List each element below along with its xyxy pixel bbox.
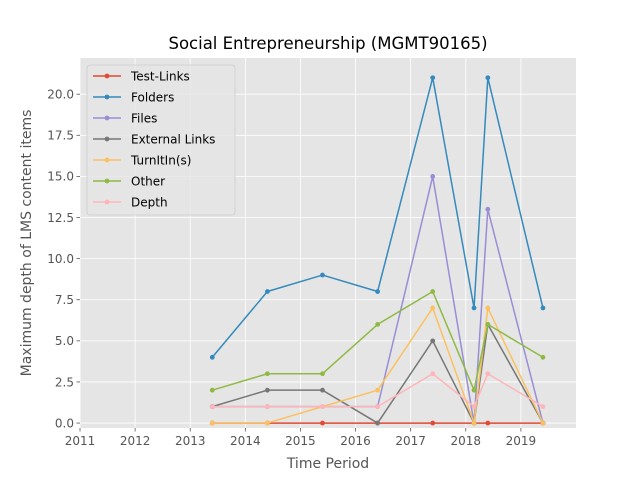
- legend-marker: [104, 115, 110, 121]
- x-tick-label: 2013: [175, 434, 206, 448]
- data-point: [264, 289, 270, 294]
- data-point: [430, 420, 436, 426]
- data-point: [471, 387, 477, 393]
- series-other: [209, 289, 546, 393]
- legend-label: Test-Links: [130, 69, 190, 83]
- series-line: [212, 307, 544, 424]
- legend-item: Test-Links: [93, 69, 190, 83]
- legend-label: Other: [131, 174, 165, 188]
- data-point: [540, 354, 546, 360]
- data-point: [375, 289, 380, 294]
- y-axis-title: Maximum depth of LMS content items: [19, 110, 35, 377]
- data-point: [485, 305, 491, 311]
- data-point: [471, 305, 477, 311]
- series-folders: [209, 75, 546, 360]
- data-point: [320, 272, 325, 278]
- y-tick-label: 7.5: [55, 293, 74, 307]
- x-tick-label: 2018: [451, 434, 482, 448]
- legend-item: Depth: [93, 195, 168, 209]
- grid-lines: [79, 58, 576, 428]
- x-axis-ticks: 2011 2012 2013 2014 2015 2016 2017 2018 2019: [65, 428, 536, 448]
- series-lines: [209, 75, 546, 426]
- data-point: [430, 174, 436, 179]
- data-point: [375, 404, 380, 410]
- data-point: [264, 371, 270, 377]
- legend-item: Other: [93, 174, 165, 188]
- data-point: [264, 404, 270, 410]
- y-tick-label: 0.0: [55, 416, 74, 430]
- x-tick-label: 2014: [230, 434, 261, 448]
- data-point: [209, 387, 215, 393]
- data-point: [471, 404, 477, 410]
- data-point: [485, 322, 491, 327]
- series-line: [212, 323, 544, 424]
- data-point: [320, 387, 325, 393]
- x-tick-label: 2011: [65, 434, 96, 448]
- y-tick-label: 20.0: [47, 87, 74, 101]
- data-point: [485, 75, 491, 81]
- x-tick-label: 2016: [340, 434, 371, 448]
- series-depth: [209, 371, 546, 410]
- legend-item: External Links: [93, 132, 215, 146]
- data-point: [540, 404, 546, 410]
- legend-marker: [104, 94, 110, 100]
- data-point: [209, 420, 215, 426]
- x-tick-label: 2017: [395, 434, 426, 448]
- y-tick-label: 10.0: [47, 252, 74, 266]
- x-tick-label: 2012: [120, 434, 151, 448]
- legend: Test-Links Folders Files External Links Turn…: [86, 64, 236, 216]
- legend-label: External Links: [131, 132, 215, 146]
- data-point: [471, 420, 477, 426]
- data-point: [485, 371, 491, 377]
- data-point: [209, 404, 215, 410]
- legend-marker: [104, 178, 110, 184]
- legend-label: Files: [131, 111, 157, 125]
- series-line: [212, 290, 544, 391]
- legend-item: TurnItIn(s): [93, 153, 191, 167]
- data-point: [375, 420, 380, 426]
- data-point: [209, 354, 215, 360]
- legend-box: [86, 64, 236, 216]
- data-point: [430, 338, 436, 344]
- data-point: [430, 305, 436, 311]
- data-point: [264, 420, 270, 426]
- data-point: [485, 206, 491, 212]
- legend-label: Depth: [131, 195, 168, 209]
- data-point: [540, 305, 546, 311]
- data-point: [320, 404, 325, 410]
- x-tick-label: 2019: [506, 434, 537, 448]
- data-point: [320, 420, 325, 426]
- chart-title: Social Entrepreneurship (MGMT90165): [168, 34, 487, 53]
- legend-label: TurnItIn(s): [130, 153, 191, 167]
- y-tick-label: 12.5: [47, 211, 74, 225]
- legend-marker: [104, 136, 110, 142]
- legend-item: Files: [93, 111, 157, 125]
- legend-label: Folders: [131, 90, 174, 104]
- data-point: [540, 420, 546, 426]
- series-line: [211, 76, 544, 358]
- legend-marker: [104, 73, 110, 79]
- data-point: [375, 387, 380, 393]
- y-tick-label: 15.0: [47, 170, 74, 184]
- data-point: [264, 387, 270, 393]
- x-axis-title: Time Period: [286, 456, 369, 472]
- legend-item: Folders: [93, 90, 174, 104]
- y-tick-label: 5.0: [55, 334, 74, 348]
- series-turnitin-s: [209, 305, 546, 426]
- x-tick-label: 2015: [285, 434, 316, 448]
- data-point: [320, 371, 325, 377]
- data-point: [430, 289, 436, 294]
- data-point: [485, 420, 491, 426]
- y-tick-label: 17.5: [47, 129, 74, 143]
- legend-marker: [104, 157, 110, 163]
- y-tick-label: 2.5: [55, 375, 74, 389]
- data-point: [430, 75, 436, 81]
- legend-marker: [104, 199, 110, 205]
- y-axis-ticks: 0.0 2.5 5.0 7.5 10.0 12.5 15.0 17.5 20.0: [47, 87, 80, 430]
- series-line: [212, 372, 544, 408]
- data-point: [375, 322, 380, 327]
- data-point: [430, 371, 436, 377]
